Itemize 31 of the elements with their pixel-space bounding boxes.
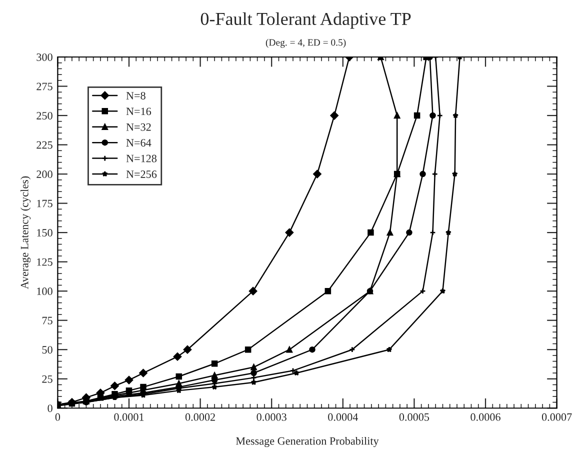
x-axis-title: Message Generation Probability xyxy=(236,436,379,448)
legend-label: N=32 xyxy=(126,123,151,131)
y-tick-label: 275 xyxy=(36,82,52,90)
x-tick-label: 0.0005 xyxy=(399,413,430,421)
legend-label: N=64 xyxy=(126,139,152,147)
y-tick-label: 200 xyxy=(36,170,52,178)
y-tick-label: 25 xyxy=(42,375,52,383)
legend-label: N=8 xyxy=(126,92,146,100)
y-tick-label: 150 xyxy=(37,229,52,237)
x-tick-label: 0 xyxy=(55,413,60,421)
x-tick-label: 0.0007 xyxy=(542,413,572,421)
y-tick-label: 225 xyxy=(36,141,52,149)
legend-label: N=128 xyxy=(126,154,157,162)
x-tick-label: 0.0004 xyxy=(328,413,358,421)
x-tick-label: 0.0006 xyxy=(470,413,500,421)
chart-subtitle: (Deg. = 4, ED = 0.5) xyxy=(266,38,346,48)
legend-label: N=16 xyxy=(126,108,152,116)
legend-label: N=256 xyxy=(126,170,157,178)
y-tick-label: 100 xyxy=(37,288,52,296)
y-tick-label: 250 xyxy=(36,112,52,120)
y-tick-label: 125 xyxy=(37,258,52,266)
y-tick-label: 75 xyxy=(42,316,52,324)
y-tick-label: 50 xyxy=(42,346,52,354)
x-tick-label: 0.0003 xyxy=(256,413,286,421)
y-axis-title: Average Latency (cycles) xyxy=(20,176,31,290)
x-tick-label: 0.0001 xyxy=(114,413,144,421)
chart-title: 0-Fault Tolerant Adaptive TP xyxy=(200,12,411,29)
y-tick-label: 0 xyxy=(48,404,52,412)
y-tick-label: 175 xyxy=(37,200,52,208)
y-tick-label: 300 xyxy=(36,53,52,61)
x-tick-label: 0.0002 xyxy=(185,413,215,421)
